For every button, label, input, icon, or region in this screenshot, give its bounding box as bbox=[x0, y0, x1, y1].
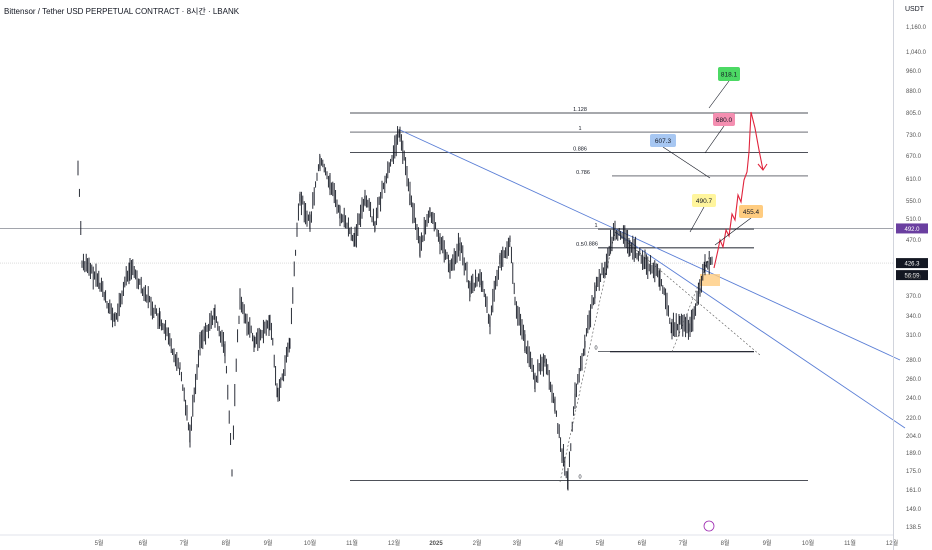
price-badge bbox=[896, 258, 928, 269]
target-label: 490.7 bbox=[696, 198, 713, 205]
trendline-lower bbox=[614, 231, 906, 429]
x-tick-label: 2월 bbox=[473, 539, 482, 547]
y-tick-label: 805.0 bbox=[906, 111, 922, 117]
y-tick-label: 960.0 bbox=[906, 69, 922, 75]
x-tick-label: 8월 bbox=[721, 539, 730, 547]
y-tick-label: 610.0 bbox=[906, 177, 922, 183]
y-tick-label: 310.0 bbox=[906, 333, 922, 339]
y-tick-label: 260.0 bbox=[906, 377, 922, 383]
target-badge bbox=[713, 113, 735, 126]
y-tick-label: 175.0 bbox=[906, 469, 922, 475]
target-badge bbox=[718, 67, 740, 81]
y-tick-label: 138.5 bbox=[906, 525, 922, 531]
projection-layer bbox=[713, 111, 768, 269]
projection-path bbox=[713, 111, 764, 269]
target-label: 607.3 bbox=[655, 138, 672, 145]
target-label: 680.0 bbox=[716, 117, 733, 124]
y-tick-label: 280.0 bbox=[906, 358, 922, 364]
price-badge-label: 426.3 bbox=[904, 262, 920, 268]
y-tick-label: 550.0 bbox=[906, 199, 922, 205]
fib-anchor-line-3 bbox=[671, 254, 711, 353]
x-tick-label: 11월 bbox=[844, 539, 856, 547]
event-marker-icon bbox=[703, 520, 715, 532]
target-badge bbox=[739, 205, 763, 218]
fib-lower-label: 1 bbox=[594, 223, 597, 229]
x-tick-label: 8월 bbox=[222, 539, 231, 547]
target-pointer bbox=[662, 146, 711, 179]
target-badge bbox=[650, 134, 676, 147]
x-axis[interactable]: 5월 6월 7월 8월 9월 10월 11월 12월 2025 2월 3월 4월 5월 6월 7월 8월 9월 1… bbox=[0, 534, 898, 547]
y-tick-label: 161.0 bbox=[906, 488, 922, 494]
x-tick-label: 3월 bbox=[513, 539, 522, 547]
x-tick-label: 12월 bbox=[886, 539, 898, 547]
x-tick-label: 7월 bbox=[180, 539, 189, 547]
x-tick-label: 6월 bbox=[638, 539, 647, 547]
x-tick-label: 2025 bbox=[429, 541, 443, 547]
y-tick-label: 189.0 bbox=[906, 451, 922, 457]
fib-lower-label: 0 bbox=[594, 346, 597, 352]
x-tick-label: 9월 bbox=[264, 539, 273, 547]
fib-upper-label: 0 bbox=[578, 475, 581, 481]
y-tick-label: 730.0 bbox=[906, 133, 922, 139]
y-tick-label: 149.0 bbox=[906, 507, 922, 513]
x-tick-label: 10월 bbox=[304, 539, 316, 547]
x-tick-label: 7월 bbox=[679, 539, 688, 547]
x-tick-label: 12월 bbox=[388, 539, 400, 547]
target-label: 455.4 bbox=[743, 209, 760, 216]
y-tick-label: 400.0 bbox=[906, 275, 922, 281]
x-tick-label: 4월 bbox=[555, 539, 564, 547]
x-tick-label: 5월 bbox=[95, 539, 104, 547]
fib-anchor-line-1 bbox=[559, 231, 616, 483]
fib-lower-label: 0.5 bbox=[576, 242, 584, 248]
chart-title: Bittensor / Tether USD PERPETUAL CONTRAC… bbox=[4, 7, 240, 16]
fib-anchor-line-2 bbox=[614, 231, 761, 356]
fib-lower-label: 0.886 bbox=[584, 242, 598, 248]
x-tick-label: 11월 bbox=[346, 539, 358, 547]
y-tick-label: 670.0 bbox=[906, 154, 922, 160]
currency-label: USDT bbox=[904, 6, 924, 13]
x-tick-label: 9월 bbox=[763, 539, 772, 547]
price-badge bbox=[896, 270, 928, 281]
y-tick-label: 240.0 bbox=[906, 396, 922, 402]
y-tick-label: 340.0 bbox=[906, 314, 922, 320]
candles-layer bbox=[77, 126, 713, 491]
target-pointer bbox=[689, 206, 705, 233]
y-tick-label: 510.0 bbox=[906, 217, 922, 223]
projection-arrow-head bbox=[757, 163, 768, 171]
target-label: 818.1 bbox=[721, 72, 738, 79]
x-tick-label: 5월 bbox=[596, 539, 605, 547]
target-pointer bbox=[704, 125, 725, 154]
grid-layer bbox=[0, 228, 893, 264]
target-pointer bbox=[714, 217, 752, 246]
price-badge-label: 492.0 bbox=[904, 227, 920, 233]
support-zone bbox=[700, 274, 720, 286]
y-tick-label: 1,160.0 bbox=[906, 25, 927, 31]
y-tick-label: 880.0 bbox=[906, 89, 922, 95]
x-tick-label: 10월 bbox=[802, 539, 814, 547]
y-tick-label: 470.0 bbox=[906, 238, 922, 244]
y-tick-label: 204.0 bbox=[906, 434, 922, 440]
fib-upper-label: 0.886 bbox=[573, 147, 587, 153]
fib-upper-label: 1.128 bbox=[573, 107, 587, 113]
target-badge bbox=[692, 194, 716, 207]
y-axis[interactable]: 1,160.0 1,040.0 960.0 880.0 805.0 730.0 670.0 6… bbox=[906, 25, 927, 531]
labels-layer: 818.1 680.0 607.3 490.7 455.4 492.0 426.3 56:59 bbox=[650, 67, 928, 532]
trendline-layer bbox=[399, 129, 906, 483]
x-tick-label: 6월 bbox=[139, 539, 148, 547]
target-pointer bbox=[708, 80, 730, 109]
y-tick-label: 370.0 bbox=[906, 294, 922, 300]
y-tick-label: 1,040.0 bbox=[906, 50, 927, 56]
price-axis-divider bbox=[893, 0, 894, 550]
fib-upper-label: 1 bbox=[578, 126, 581, 132]
price-badge-label: 56:59 bbox=[904, 274, 920, 280]
y-tick-label: 220.0 bbox=[906, 416, 922, 422]
trendline-upper bbox=[399, 129, 901, 361]
fib-upper-label: 0.786 bbox=[576, 170, 590, 176]
price-badge bbox=[896, 223, 928, 234]
